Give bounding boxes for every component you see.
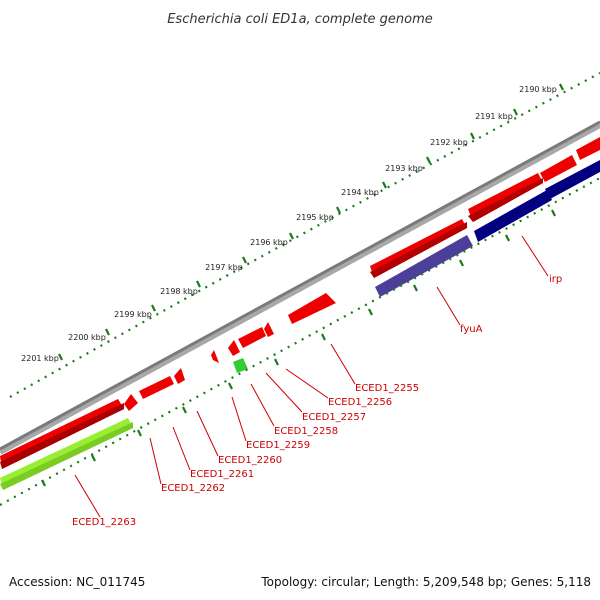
genome-backbone-shadow [0, 122, 600, 455]
leader-line [149, 437, 162, 485]
genome-backbone [0, 120, 600, 451]
reverse-strand-genes [0, 160, 600, 490]
gene-forward-shade [468, 178, 543, 222]
inner-tick [228, 382, 233, 390]
major-tick [196, 280, 201, 288]
gene-label: fyuA [460, 324, 483, 335]
scale-label: 2192 kbp [430, 138, 468, 147]
major-tick [426, 156, 431, 164]
inner-scale-dots [0, 177, 600, 506]
outer-scale: 2190 kbp 2191 kbp 2192 kbp 2193 kbp 2194… [9, 72, 600, 398]
inner-tick [551, 209, 556, 217]
scale-label: 2201 kbp [21, 354, 59, 363]
inner-tick [368, 308, 373, 316]
gene-forward-shade [0, 403, 124, 469]
leader-line [250, 383, 275, 427]
genome-summary-text: Topology: circular; Length: 5,209,548 bp… [260, 575, 591, 589]
inner-tick [182, 406, 187, 414]
scale-label: 2193 kbp [385, 164, 423, 173]
inner-tick [459, 259, 464, 267]
leader-line [196, 410, 219, 457]
gene-label: ECED1_2256 [328, 397, 392, 408]
scale-label: 2198 kbp [160, 287, 198, 296]
gene-label: ECED1_2262 [161, 483, 225, 494]
major-tick [513, 108, 518, 116]
scale-label: 2197 kbp [205, 263, 243, 272]
leader-line [265, 372, 303, 413]
gene-label: ECED1_2261 [190, 469, 254, 480]
scale-labels: 2190 kbp 2191 kbp 2192 kbp 2193 kbp 2194… [21, 85, 557, 363]
gene-label: ECED1_2260 [218, 455, 282, 466]
gene-forward-shade [370, 222, 467, 278]
major-tick [151, 304, 156, 312]
gene-forward [228, 340, 240, 356]
gene-reverse [545, 160, 600, 199]
scale-label: 2199 kbp [114, 310, 152, 319]
major-tick [559, 83, 564, 91]
major-tick [58, 353, 63, 361]
inner-tick [321, 333, 326, 341]
scale-label: 2200 kbp [68, 333, 106, 342]
gene-label: ECED1_2255 [355, 383, 419, 394]
inner-tick [41, 479, 46, 487]
gene-reverse-shade [0, 422, 133, 490]
scale-label: 2190 kbp [519, 85, 557, 94]
leader-line [330, 343, 356, 385]
leader-lines [74, 235, 549, 518]
gene-label: irp [549, 274, 562, 285]
gene-forward [576, 137, 600, 160]
major-tick [382, 181, 387, 189]
scale-label: 2191 kbp [475, 112, 513, 121]
outer-scale-major-ticks [58, 83, 564, 361]
gene-label: ECED1_2259 [246, 440, 310, 451]
gene-forward [211, 350, 219, 363]
inner-tick [137, 429, 142, 437]
forward-strand-genes [0, 137, 600, 469]
major-tick [470, 132, 475, 140]
gene-forward [238, 327, 266, 348]
leader-line [74, 474, 101, 518]
gene-label: ECED1_2263 [72, 517, 136, 528]
inner-tick [91, 454, 96, 462]
major-tick [242, 256, 247, 264]
inner-tick [413, 284, 418, 292]
accession-text: Accession: NC_011745 [9, 575, 145, 589]
major-tick [336, 206, 341, 214]
gene-forward [174, 368, 185, 384]
gene-forward [288, 293, 336, 324]
inner-tick [505, 234, 510, 242]
scale-label: 2195 kbp [296, 213, 334, 222]
inner-scale-ticks [41, 209, 556, 487]
leader-line [172, 426, 191, 471]
inner-tick [274, 358, 279, 366]
major-tick [289, 232, 294, 240]
leader-line [436, 286, 461, 326]
gene-label: ECED1_2257 [302, 412, 366, 423]
leader-line [285, 368, 329, 399]
gene-reverse [474, 190, 552, 242]
scale-label: 2196 kbp [250, 238, 288, 247]
leader-line [521, 235, 549, 277]
gene-labels: irp fyuA ECED1_2255 ECED1_2256 ECED1_225… [72, 274, 562, 528]
gene-reverse [375, 235, 473, 297]
gene-label: ECED1_2258 [274, 426, 338, 437]
leader-line [231, 396, 247, 442]
gene-reverse [233, 358, 248, 373]
scale-label: 2194 kbp [341, 188, 379, 197]
gene-forward [124, 394, 138, 411]
gene-forward [540, 155, 577, 182]
gene-forward [139, 376, 174, 399]
major-tick [105, 328, 110, 336]
gene-forward [264, 322, 274, 337]
outer-scale-dots [9, 72, 600, 398]
map-title: Escherichia coli ED1a, complete genome [167, 12, 433, 27]
